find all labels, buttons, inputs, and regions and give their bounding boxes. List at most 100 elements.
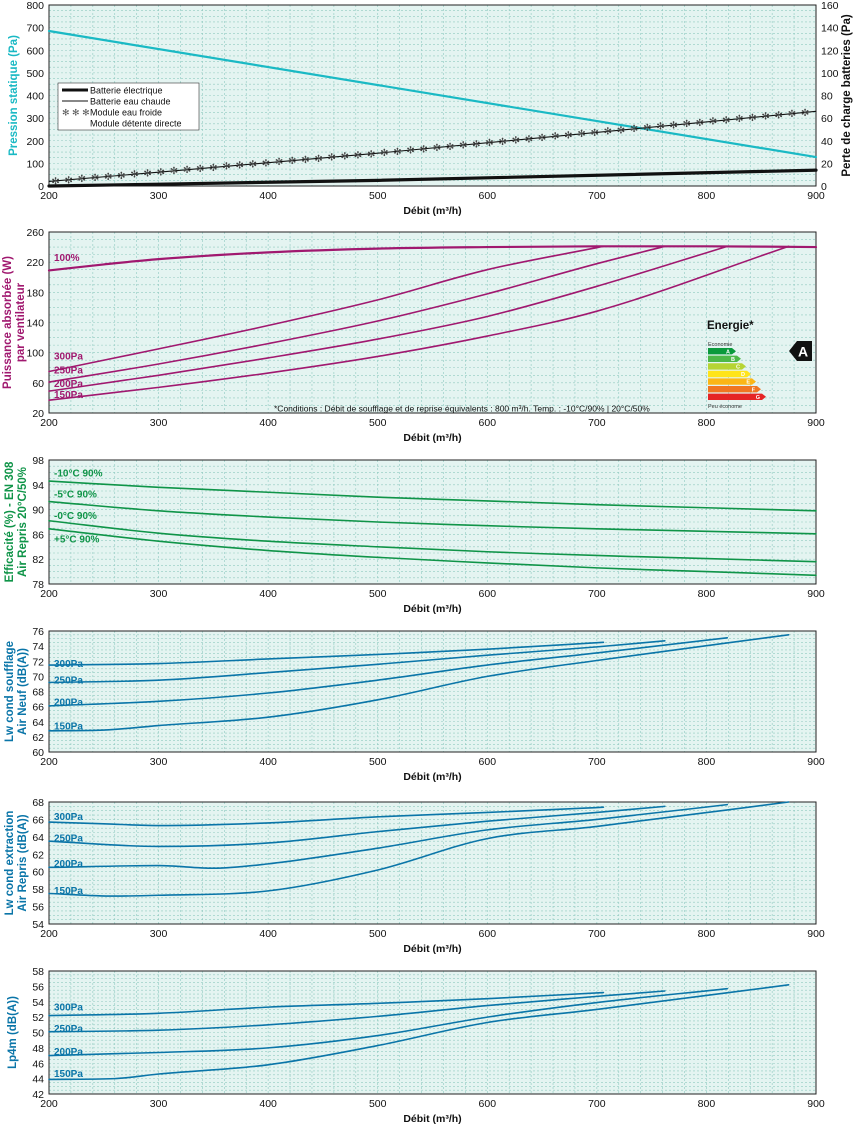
x-tick-label: 200 <box>40 417 58 429</box>
series-label: 200Pa <box>54 697 83 708</box>
series-line--5-c-90- <box>48 528 817 577</box>
x-axis-label: Débit (m³/h) <box>403 943 461 955</box>
star-marker: ✻ <box>288 156 296 167</box>
y-right-tick-label: 140 <box>821 23 839 35</box>
series-line-300pa <box>48 806 605 827</box>
y-axis-label: Lw cond extraction <box>4 811 16 916</box>
series-line-thick <box>47 168 818 188</box>
series-line-200pa <box>48 987 729 1057</box>
energy-class-letter: B <box>731 357 735 363</box>
x-tick-label: 400 <box>259 756 277 768</box>
x-tick-label: 900 <box>807 417 825 429</box>
x-tick-label: 700 <box>588 1098 606 1110</box>
x-axis-label: Débit (m³/h) <box>403 603 461 615</box>
y-tick-label: 400 <box>26 91 44 103</box>
y-tick-label: 76 <box>32 626 44 638</box>
x-tick-label: 300 <box>150 1098 168 1110</box>
plot-background <box>49 232 816 413</box>
star-marker: ✻ <box>249 159 257 170</box>
y-tick-label: 200 <box>26 136 44 148</box>
y-tick-label: 74 <box>32 641 44 653</box>
star-marker: ✻ <box>683 119 691 130</box>
y-tick-label: 100 <box>26 348 44 360</box>
series-label: 200Pa <box>54 1047 83 1058</box>
x-tick-label: 200 <box>40 190 58 202</box>
star-marker: ✻ <box>801 108 809 119</box>
x-tick-label: 800 <box>698 1098 716 1110</box>
x-tick-label: 800 <box>698 588 716 600</box>
series-label: 150Pa <box>54 722 83 733</box>
chart-panel-6: 200 300 400 500 600 700 800 900 Débit (m³/h) 42 44… <box>7 966 825 1125</box>
x-tick-label: 900 <box>807 1098 825 1110</box>
x-tick-label: 500 <box>369 588 387 600</box>
x-tick-label: 300 <box>150 588 168 600</box>
energy-class-letter: C <box>736 365 740 371</box>
star-marker: ✻ <box>104 172 112 183</box>
x-axis-label: Débit (m³/h) <box>403 432 461 444</box>
star-marker: ✻ <box>709 117 717 128</box>
x-axis-label: Débit (m³/h) <box>403 205 461 217</box>
star-marker: ✻ <box>262 158 270 169</box>
y-tick-label: 90 <box>32 505 44 517</box>
x-tick-label: 700 <box>588 417 606 429</box>
energy-class-bar <box>708 393 766 400</box>
star-marker: ✻ <box>157 167 165 178</box>
chart-panel-5: 200 300 400 500 600 700 800 900 Débit (m³/h) 54 56… <box>4 797 825 955</box>
series-line-150pa <box>48 245 790 401</box>
star-marker: ✻ <box>669 120 677 131</box>
series-line-150pa <box>48 984 790 1081</box>
series-label: -0°C 90% <box>54 511 97 522</box>
x-tick-label: 400 <box>259 1098 277 1110</box>
y-right-tick-label: 120 <box>821 45 839 57</box>
y-tick-label: 68 <box>32 687 44 699</box>
series-line--5-c-90- <box>48 500 817 535</box>
y-tick-label: 64 <box>32 832 44 844</box>
energy-bottom-label: Peu économe <box>708 404 742 410</box>
y-tick-label: 72 <box>32 656 44 668</box>
x-tick-label: 200 <box>40 928 58 940</box>
grid <box>48 970 817 1095</box>
star-marker: ✻ <box>380 148 388 159</box>
y-tick-label: 300 <box>26 113 44 125</box>
star-marker: ✻ <box>65 175 73 186</box>
energy-class-letter: F <box>752 387 756 393</box>
x-tick-label: 200 <box>40 588 58 600</box>
x-tick-label: 400 <box>259 417 277 429</box>
series-line-thin <box>48 110 817 183</box>
y-tick-label: 20 <box>32 408 44 420</box>
plot-frame <box>48 801 817 925</box>
x-tick-label: 600 <box>479 588 497 600</box>
energy-class-bar <box>708 370 751 378</box>
series-line--0-c-90- <box>48 519 817 563</box>
x-tick-label: 500 <box>369 928 387 940</box>
series-label: 200Pa <box>54 379 83 390</box>
series-label: -5°C 90% <box>54 489 97 500</box>
star-marker: ✻ <box>761 112 769 123</box>
y-tick-label: 60 <box>32 747 44 759</box>
y-tick-label: 58 <box>32 966 44 978</box>
y-axis-label: Lp4m (dB(A)) <box>7 996 19 1069</box>
series-line-100- <box>47 245 818 272</box>
energy-top-label: Economie <box>708 342 732 348</box>
x-tick-label: 500 <box>369 190 387 202</box>
star-marker: ✻ <box>656 122 664 133</box>
series-label: 300Pa <box>54 352 83 363</box>
star-marker: ✻ <box>788 109 796 120</box>
y-tick-label: 86 <box>32 529 44 541</box>
star-marker: ✻ <box>604 127 612 138</box>
star-marker: ✻ <box>590 128 598 139</box>
series-label: 250Pa <box>54 365 83 376</box>
x-tick-label: 900 <box>807 756 825 768</box>
star-marker: ✻ <box>735 114 743 125</box>
x-tick-label: 800 <box>698 756 716 768</box>
star-marker: ✻ <box>117 171 125 182</box>
x-tick-label: 200 <box>40 756 58 768</box>
series-label: 250Pa <box>54 675 83 686</box>
series-label: +5°C 90% <box>54 535 100 546</box>
star-marker: ✻ <box>748 113 756 124</box>
series-label: 250Pa <box>54 834 83 845</box>
y-tick-label: 500 <box>26 68 44 80</box>
